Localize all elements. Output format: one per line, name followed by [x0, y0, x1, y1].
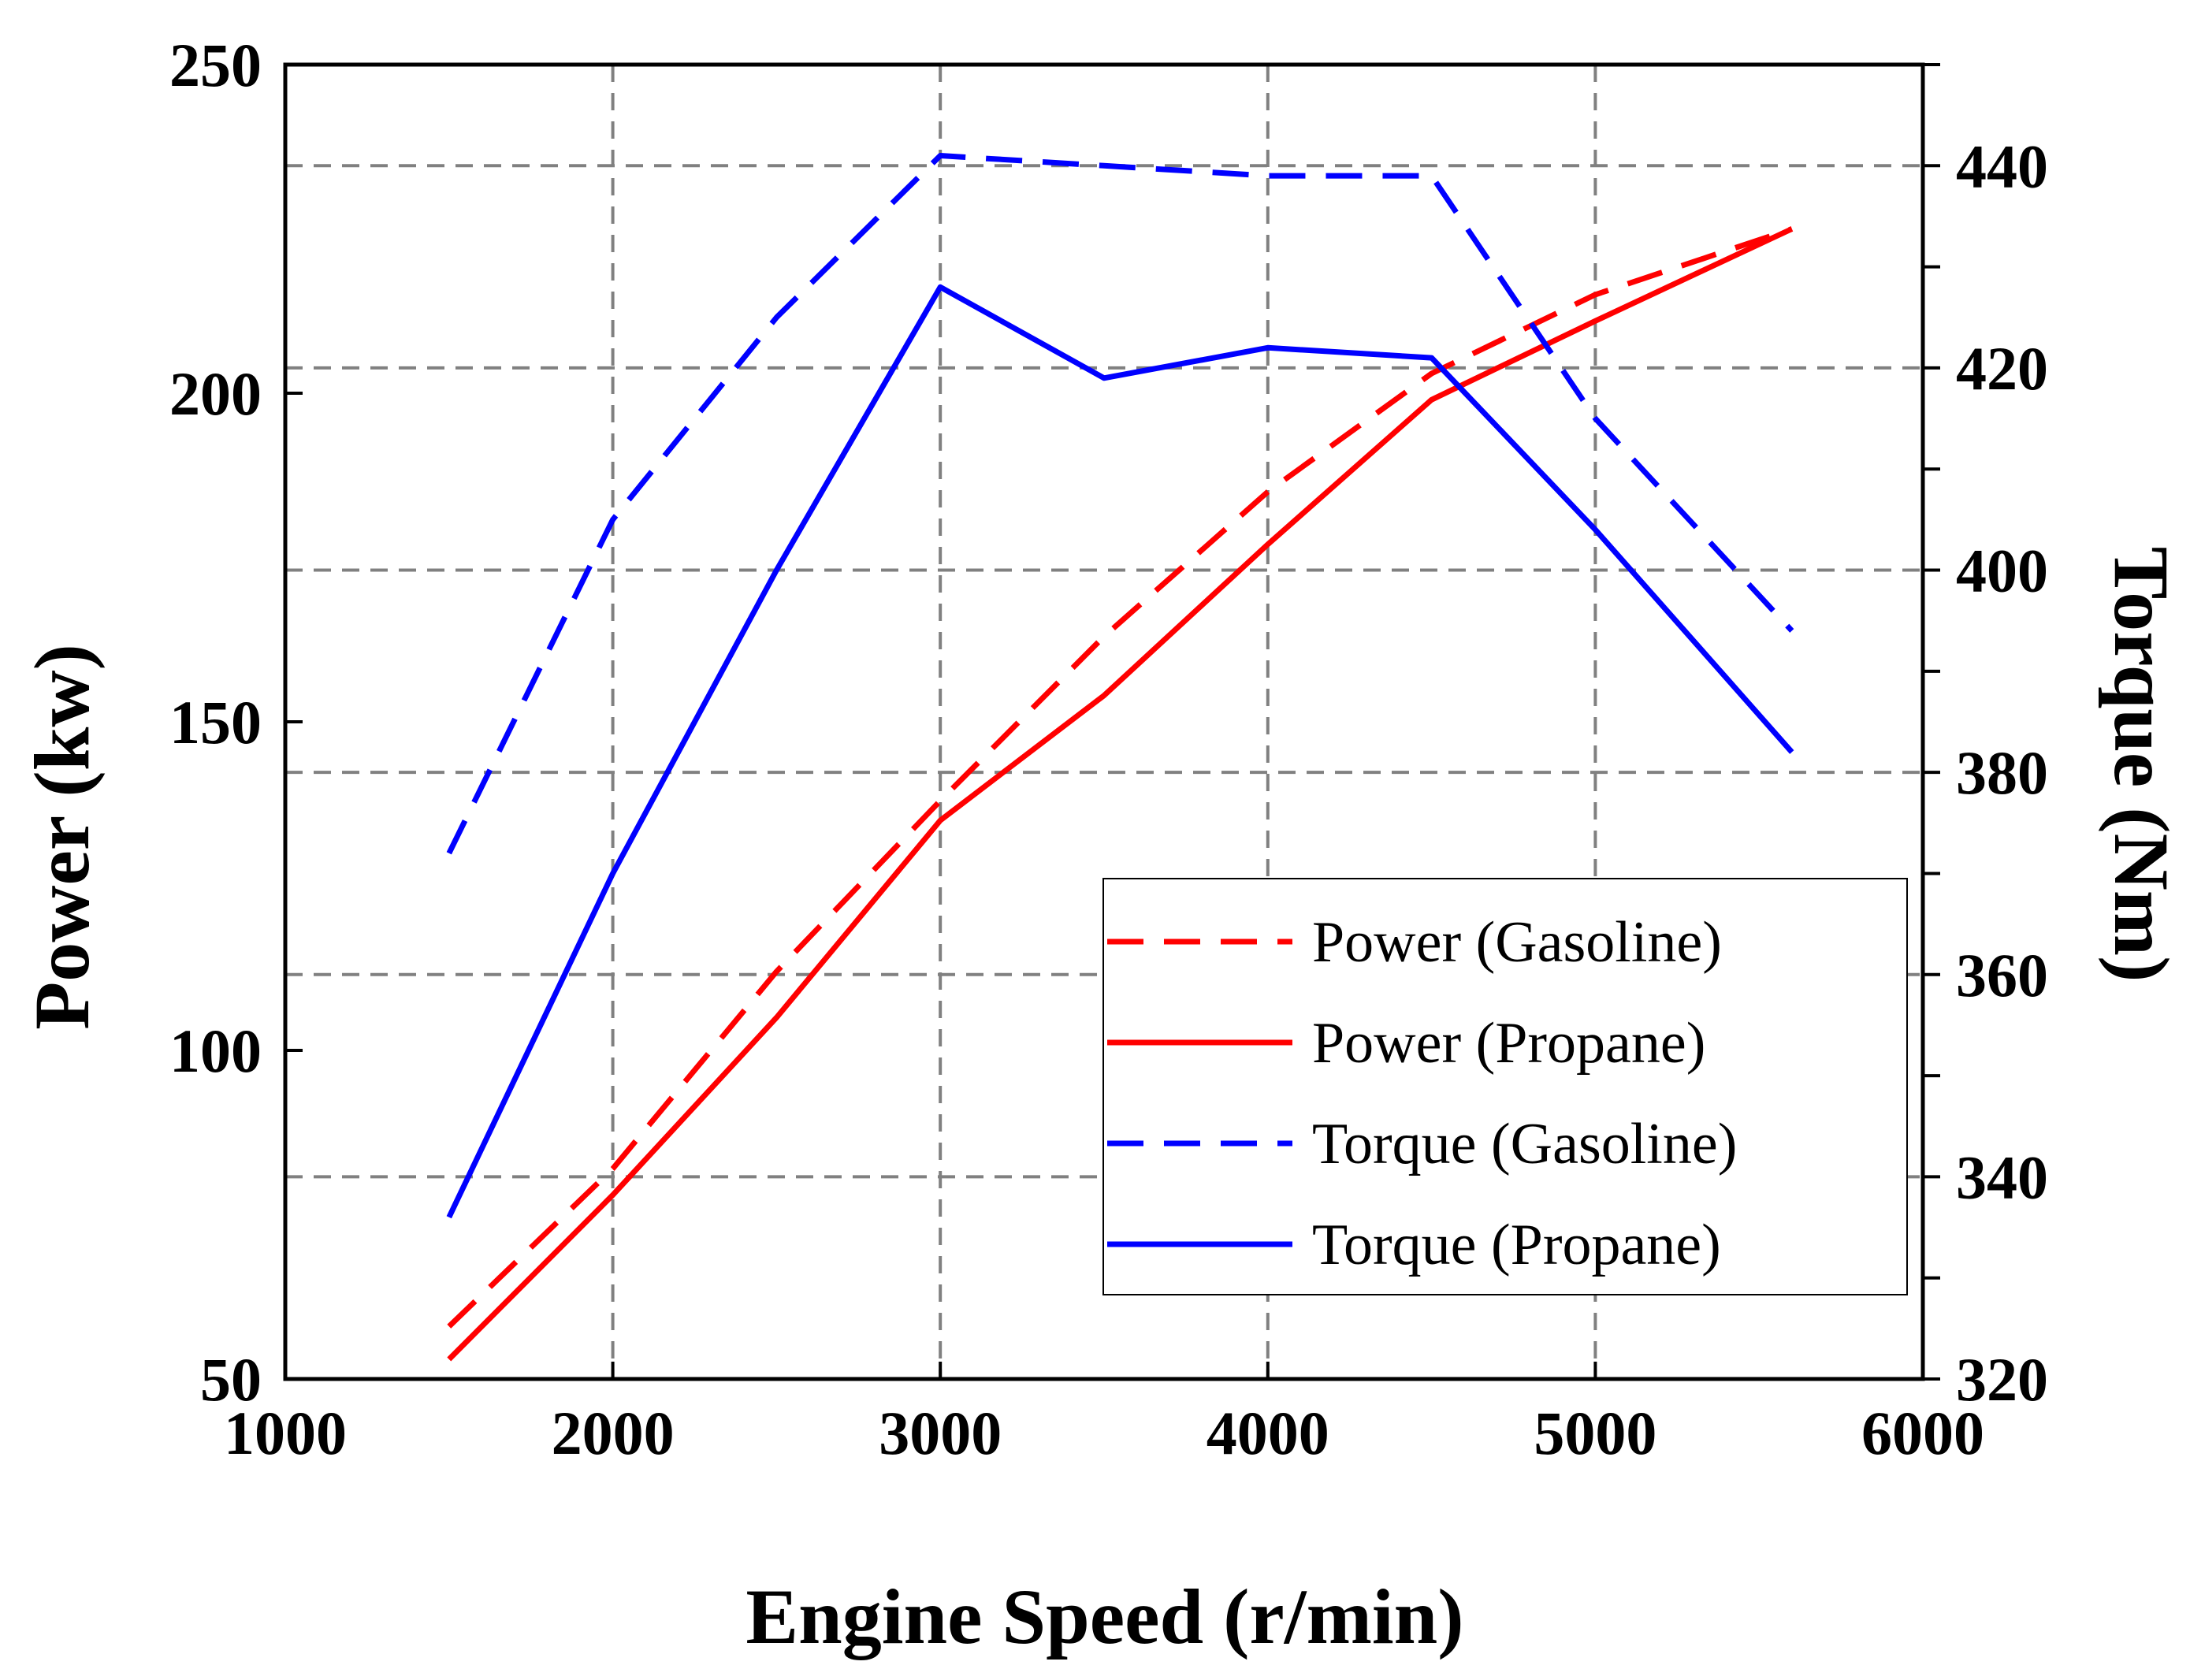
x-tick-label-3000: 3000 [879, 1399, 1002, 1467]
series-line-3 [446, 284, 1794, 1219]
ticks: 1000 2000 3000 4000 5000 6000 50 100 150 200 250 32… [169, 31, 2048, 1467]
y-left-tick-label-250: 250 [169, 31, 262, 99]
x-tick-label-4000: 4000 [1207, 1399, 1329, 1467]
legend-label-3: Torque (Propane) [1312, 1213, 1721, 1277]
series-line-0 [447, 226, 1793, 1329]
x-tick-label-5000: 5000 [1534, 1399, 1656, 1467]
y-left-tick-label-100: 100 [169, 1017, 262, 1085]
series-line-2 [446, 153, 1794, 855]
legend-label-0: Power (Gasoline) [1312, 910, 1722, 975]
x-tick-label-2000: 2000 [552, 1399, 675, 1467]
y-right-tick-label-360: 360 [1956, 941, 2048, 1009]
legend-label-1: Power (Propane) [1312, 1011, 1705, 1076]
y-right-tick-label-440: 440 [1956, 132, 2048, 200]
y-right-tick-label-420: 420 [1956, 334, 2048, 403]
y-right-tick-label-380: 380 [1956, 738, 2048, 807]
y-right-axis-title: Torque (Nm) [2098, 547, 2185, 983]
y-left-axis-title: Power (kw) [18, 644, 106, 1030]
legend: Power (Gasoline) Power (Propane) Torque (G… [1102, 878, 1908, 1295]
series-lines [446, 153, 1794, 1362]
x-tick-label-6000: 6000 [1861, 1399, 1984, 1467]
y-right-tick-label-320: 320 [1956, 1345, 2048, 1414]
y-right-tick-label-400: 400 [1956, 537, 2048, 605]
y-right-tick-label-340: 340 [1956, 1143, 2048, 1211]
y-left-tick-label-150: 150 [169, 688, 262, 756]
y-left-tick-label-50: 50 [200, 1345, 262, 1414]
legend-label-2: Torque (Gasoline) [1312, 1112, 1737, 1176]
x-tick-label-1000: 1000 [224, 1399, 347, 1467]
x-axis-title: Engine Speed (r/min) [745, 1573, 1463, 1660]
legend-box [1102, 878, 1908, 1295]
series-line-1 [447, 226, 1794, 1362]
y-left-tick-label-200: 200 [169, 359, 262, 428]
